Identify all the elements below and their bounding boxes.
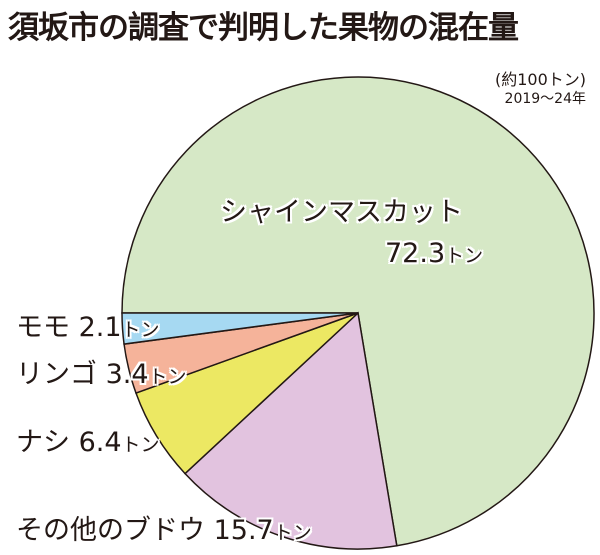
label-apple: リンゴ 3.4トン	[16, 359, 187, 390]
label-other-grapes: その他のブドウ 15.7トン	[16, 515, 312, 546]
label-shine-muscat: シャインマスカット	[220, 197, 463, 228]
slice-peach	[121, 312, 359, 345]
label-peach: モモ 2.1トン	[16, 312, 160, 343]
chart-title: 須坂市の調査で判明した果物の混在量	[8, 10, 519, 46]
label-pear: ナシ 6.4トン	[16, 427, 160, 458]
slice-other-grapes	[184, 311, 398, 550]
chart-subtitle-total: (約100トン)	[494, 70, 586, 89]
value-shine-muscat: 72.3トン	[385, 238, 484, 269]
chart-subtitle-period: 2019～24年	[504, 91, 586, 107]
slice-shine-muscat	[121, 76, 595, 547]
